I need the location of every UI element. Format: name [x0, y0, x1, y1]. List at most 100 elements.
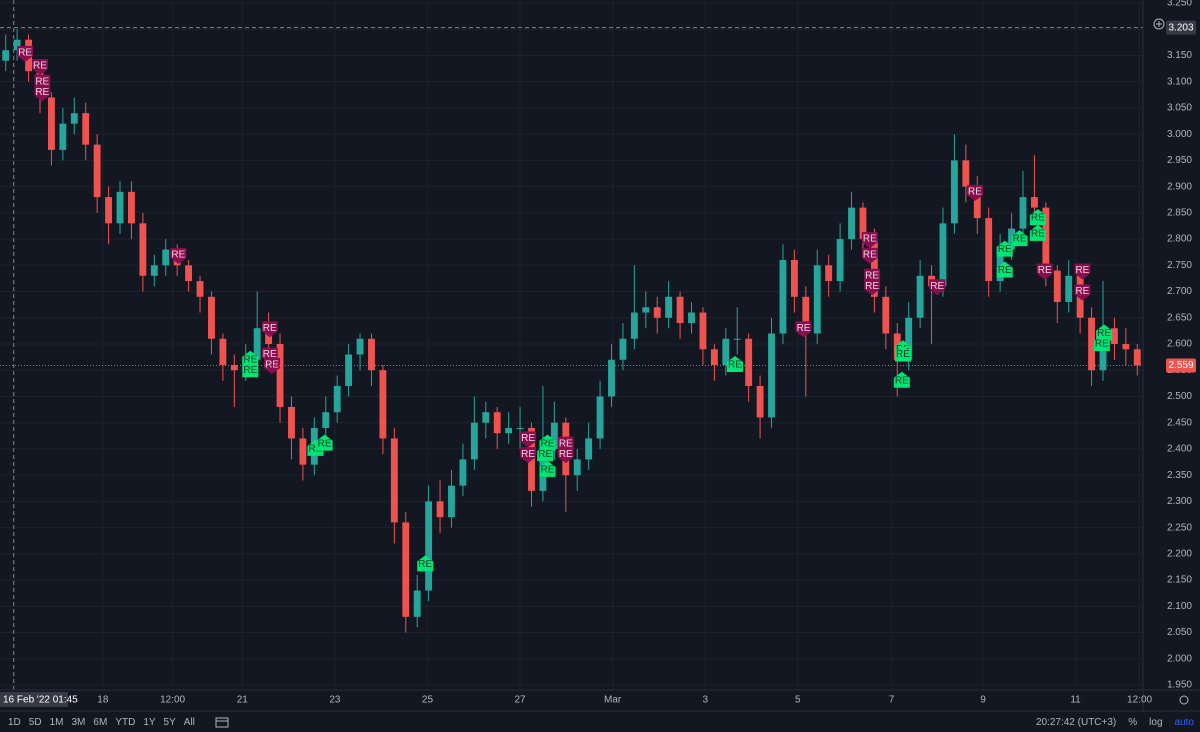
candle-body	[425, 501, 433, 591]
y-tick-label: 2.300	[1167, 496, 1192, 507]
signal-marker: RE	[261, 321, 278, 338]
range-button[interactable]: 1D	[8, 716, 21, 728]
candle-body	[345, 354, 353, 386]
y-tick-label: 2.400	[1167, 444, 1192, 455]
signal-marker-label: RE	[1097, 328, 1111, 339]
signal-marker-label: RE	[863, 234, 877, 245]
signal-marker: RE	[1036, 263, 1053, 280]
candle-body	[676, 296, 684, 324]
candle-body	[1042, 207, 1050, 271]
signal-marker-shape	[996, 240, 1013, 257]
x-tick-label: 23	[329, 695, 341, 706]
y-tick-label: 2.350	[1167, 470, 1192, 481]
last-price-label: 2.559	[1168, 360, 1193, 371]
candle-body	[70, 113, 78, 124]
x-tick-label: 12:00	[1127, 695, 1152, 706]
signal-marker-shape	[1011, 230, 1028, 247]
candle-body	[196, 281, 204, 297]
date-range-icon[interactable]	[215, 716, 229, 728]
signal-marker-label: RE	[559, 449, 573, 460]
background	[0, 0, 1200, 712]
candle-body	[608, 359, 615, 397]
signal-marker-label: RE	[998, 265, 1012, 276]
signal-marker-shape	[242, 350, 259, 367]
signal-marker-label: RE	[243, 354, 257, 365]
auto-toggle[interactable]: auto	[1174, 716, 1194, 728]
x-tick-label: 25	[422, 695, 434, 706]
log-toggle[interactable]: log	[1149, 716, 1163, 728]
candle-body	[139, 223, 147, 276]
candle-body	[630, 312, 638, 339]
y-tick-label: 3.000	[1167, 129, 1192, 140]
range-button[interactable]: 5Y	[163, 716, 176, 728]
y-tick-label: 2.000	[1167, 653, 1192, 664]
candle-body	[802, 296, 810, 334]
y-tick-label: 2.500	[1167, 391, 1192, 402]
y-tick-label: 2.600	[1167, 339, 1192, 350]
candle-body	[1030, 197, 1038, 208]
candle-body	[368, 338, 375, 371]
signal-marker-label: RE	[541, 465, 555, 476]
candle-body	[2, 50, 10, 61]
y-tick-label: 2.200	[1167, 548, 1192, 559]
x-tick-label: 3	[702, 695, 708, 706]
signal-marker-shape	[539, 460, 556, 477]
signal-marker: RE	[264, 357, 281, 374]
y-tick-label: 3.100	[1167, 76, 1192, 87]
signal-marker-label: RE	[265, 360, 279, 371]
signal-marker-label: RE	[1031, 213, 1045, 224]
signal-marker-label: RE	[895, 375, 909, 386]
range-button[interactable]: 5D	[28, 716, 42, 728]
add-alert-icon[interactable]	[1153, 18, 1165, 30]
signal-marker-label: RE	[263, 323, 277, 334]
signal-marker-shape	[316, 434, 333, 451]
candle-body	[116, 191, 124, 224]
candle-body	[733, 338, 741, 340]
signal-marker: RE	[996, 240, 1013, 257]
x-tick-label: 5	[795, 695, 801, 706]
settings-icon[interactable]	[1179, 695, 1189, 705]
signal-marker-label: RE	[1031, 228, 1045, 239]
candle-body	[699, 312, 707, 350]
range-button[interactable]: 6M	[93, 716, 108, 728]
signal-marker-label: RE	[1075, 265, 1089, 276]
range-button[interactable]: YTD	[115, 716, 136, 728]
signal-marker: RE	[1074, 284, 1091, 301]
range-button[interactable]: 3M	[71, 716, 86, 728]
signal-marker-label: RE	[1013, 234, 1027, 245]
percent-toggle[interactable]: %	[1128, 716, 1138, 728]
candle-body	[48, 97, 55, 150]
signal-marker: RE	[316, 434, 333, 451]
candle-body	[162, 249, 170, 266]
signal-marker-label: RE	[797, 323, 811, 334]
y-tick-label: 2.150	[1167, 575, 1192, 586]
candle-body	[322, 412, 330, 428]
signal-marker-shape	[1029, 209, 1046, 226]
clock[interactable]: 20:27:42 (UTC+3)	[1035, 716, 1117, 728]
signal-marker: RE	[539, 460, 556, 477]
y-tick-label: 3.150	[1167, 50, 1192, 61]
y-tick-label: 2.950	[1167, 155, 1192, 166]
signal-marker-shape	[1093, 335, 1110, 352]
candle-body	[1088, 317, 1095, 371]
candle-body	[402, 522, 410, 617]
signal-marker-label: RE	[35, 76, 49, 87]
range-button[interactable]: 1Y	[143, 716, 156, 728]
y-tick-label: 2.900	[1167, 181, 1192, 192]
candle-body	[276, 344, 284, 407]
candle-body	[985, 218, 993, 282]
signal-marker-shape	[861, 247, 878, 264]
signal-marker-shape	[170, 247, 187, 264]
signal-marker-shape	[1074, 284, 1091, 301]
x-tick-label: 11	[1070, 695, 1081, 706]
x-tick-label: 12:00	[160, 695, 185, 706]
range-button[interactable]: All	[183, 716, 195, 728]
candle-body	[13, 39, 21, 51]
y-tick-label: 2.800	[1167, 234, 1192, 245]
x-tick-label: 27	[515, 695, 527, 706]
range-button[interactable]: 1M	[49, 716, 64, 728]
signal-marker-shape	[261, 321, 278, 338]
signal-marker-label: RE	[968, 186, 982, 197]
candle-body	[916, 275, 924, 318]
candle-body	[390, 438, 398, 523]
